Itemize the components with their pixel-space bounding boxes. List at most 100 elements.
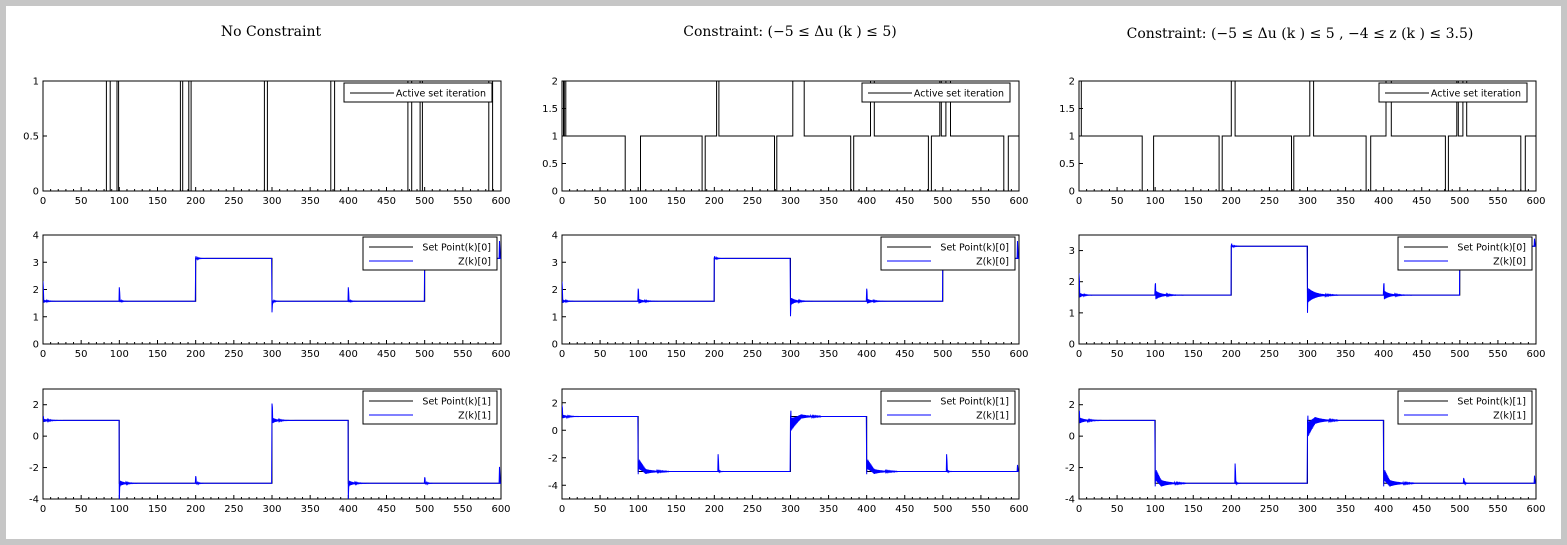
- x-tick-label: 400: [857, 349, 876, 360]
- x-tick-label: 100: [110, 504, 129, 515]
- y-tick-label: 2: [1069, 400, 1075, 411]
- x-tick-label: 350: [301, 504, 320, 515]
- x-tick-label: 600: [491, 504, 510, 515]
- legend-box: [1397, 390, 1533, 425]
- x-tick-label: 400: [857, 196, 876, 207]
- legend-label: Z(k)[0]: [976, 257, 1009, 268]
- x-tick-label: 450: [1412, 504, 1431, 515]
- y-tick-label: -2: [1065, 463, 1075, 474]
- output-line: [1079, 410, 1536, 487]
- legend-box: [343, 82, 493, 103]
- y-tick-label: 0: [552, 426, 558, 437]
- x-tick-label: 250: [1260, 349, 1279, 360]
- x-tick-label: 550: [971, 504, 990, 515]
- y-tick-label: 0.5: [1059, 159, 1075, 170]
- x-tick-label: 250: [743, 504, 762, 515]
- y-tick-label: 2: [1069, 77, 1075, 88]
- x-tick-label: 300: [262, 349, 281, 360]
- x-tick-label: 350: [819, 504, 838, 515]
- x-tick-label: 450: [895, 196, 914, 207]
- panel-2-0: 0 50 100 150 200 250 300 350 400 450 500 550 600 0 0.5…: [1059, 77, 1545, 208]
- x-tick-label: 250: [743, 196, 762, 207]
- y-tick-label: 4: [552, 231, 558, 242]
- y-tick-label: 3: [1069, 246, 1075, 257]
- x-tick-label: 0: [1076, 349, 1082, 360]
- legend-label: Set Point(k)[0]: [1457, 243, 1526, 254]
- x-tick-label: 500: [1450, 504, 1469, 515]
- legend-label: Active set iteration: [396, 89, 486, 100]
- x-tick-label: 50: [594, 504, 607, 515]
- x-tick-label: 250: [743, 349, 762, 360]
- y-tick-label: 1.5: [1059, 104, 1075, 115]
- y-tick-label: 1: [552, 312, 558, 323]
- legend-box: [880, 390, 1016, 425]
- x-tick-label: 200: [186, 504, 205, 515]
- x-tick-label: 150: [148, 504, 167, 515]
- y-tick-label: 1: [1069, 308, 1075, 319]
- legend-box: [1378, 82, 1528, 103]
- x-tick-label: 0: [40, 504, 46, 515]
- legend-label: Z(k)[0]: [1493, 257, 1526, 268]
- legend: Set Point(k)[1] Z(k)[1]: [1397, 390, 1533, 425]
- x-tick-label: 50: [1111, 504, 1124, 515]
- x-tick-label: 200: [705, 196, 724, 207]
- x-tick-label: 50: [75, 196, 88, 207]
- x-tick-label: 0: [1076, 196, 1082, 207]
- legend-label: Set Point(k)[0]: [940, 243, 1009, 254]
- x-tick-label: 550: [1488, 196, 1507, 207]
- y-tick-label: -4: [1065, 495, 1075, 506]
- x-tick-label: 450: [377, 196, 396, 207]
- x-tick-label: 50: [1111, 349, 1124, 360]
- output-line: [43, 403, 501, 499]
- x-tick-label: 0: [559, 349, 565, 360]
- y-tick-label: 0: [552, 187, 558, 198]
- y-tick-label: 1: [552, 132, 558, 143]
- x-tick-label: 350: [1336, 196, 1355, 207]
- y-tick-label: 0.5: [23, 132, 39, 143]
- y-tick-label: 0: [552, 340, 558, 351]
- x-tick-label: 250: [224, 504, 243, 515]
- x-tick-label: 150: [1184, 504, 1203, 515]
- x-tick-label: 350: [819, 196, 838, 207]
- y-tick-label: 3: [552, 258, 558, 269]
- x-tick-label: 400: [339, 504, 358, 515]
- x-tick-label: 150: [148, 196, 167, 207]
- x-tick-label: 600: [491, 196, 510, 207]
- x-tick-label: 100: [629, 196, 648, 207]
- x-tick-label: 300: [781, 349, 800, 360]
- x-tick-label: 50: [594, 349, 607, 360]
- x-tick-label: 350: [301, 196, 320, 207]
- x-tick-label: 150: [667, 196, 686, 207]
- legend: Set Point(k)[0] Z(k)[0]: [362, 236, 498, 271]
- x-tick-label: 100: [110, 196, 129, 207]
- legend-box: [1397, 236, 1533, 271]
- x-tick-label: 450: [377, 349, 396, 360]
- x-tick-label: 550: [1488, 504, 1507, 515]
- x-tick-label: 300: [781, 504, 800, 515]
- y-tick-label: 2: [552, 398, 558, 409]
- x-tick-label: 50: [594, 196, 607, 207]
- y-tick-label: -2: [29, 463, 39, 474]
- x-tick-label: 550: [453, 504, 472, 515]
- x-tick-label: 450: [895, 349, 914, 360]
- x-tick-label: 400: [339, 196, 358, 207]
- x-tick-label: 500: [933, 196, 952, 207]
- x-tick-label: 250: [1260, 196, 1279, 207]
- legend-label: Z(k)[0]: [458, 257, 491, 268]
- legend: Active set iteration: [1378, 82, 1528, 103]
- x-tick-label: 200: [1222, 504, 1241, 515]
- figure: No Constraint Constraint: (−5 ≤ Δu (k ) …: [6, 6, 1561, 539]
- x-tick-label: 400: [339, 349, 358, 360]
- x-tick-label: 0: [40, 349, 46, 360]
- x-tick-label: 0: [559, 196, 565, 207]
- legend: Active set iteration: [861, 82, 1011, 103]
- x-tick-label: 600: [1009, 196, 1028, 207]
- x-tick-label: 100: [629, 349, 648, 360]
- column-title-2: Constraint: (−5 ≤ Δu (k ) ≤ 5 , −4 ≤ z (…: [1127, 26, 1474, 42]
- legend-box: [362, 236, 498, 271]
- x-tick-label: 550: [453, 196, 472, 207]
- x-tick-label: 300: [1298, 349, 1317, 360]
- y-tick-label: 1: [33, 312, 39, 323]
- legend-label: Z(k)[1]: [1493, 411, 1526, 422]
- x-tick-label: 300: [781, 196, 800, 207]
